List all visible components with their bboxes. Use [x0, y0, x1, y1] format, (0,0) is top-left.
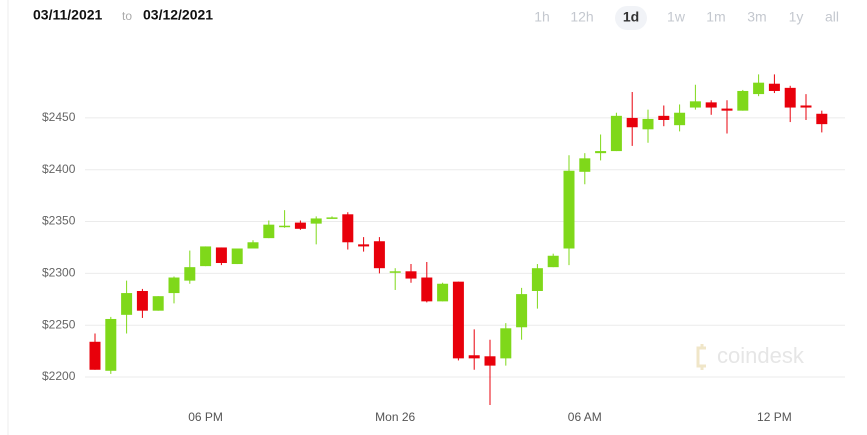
candle-body: [200, 246, 212, 267]
watermark: coindesk: [696, 343, 805, 370]
x-tick-label: 12 PM: [757, 410, 792, 424]
range-button[interactable]: 3m: [747, 9, 766, 25]
range-button[interactable]: 1h: [534, 9, 550, 25]
candle-body: [626, 117, 638, 128]
candle-body: [705, 102, 717, 108]
range-button[interactable]: 1d: [623, 9, 639, 25]
candle-body: [247, 242, 259, 249]
y-tick-label: $2450: [42, 110, 76, 124]
candle-body: [563, 170, 575, 249]
candle-body: [642, 118, 654, 130]
candle-body: [753, 82, 765, 95]
y-tick-label: $2250: [42, 317, 76, 331]
candle-body: [373, 241, 385, 269]
candle-body: [152, 296, 164, 311]
candle-body: [658, 115, 670, 120]
candle-body: [136, 290, 148, 311]
date-from[interactable]: 03/11/2021: [33, 7, 103, 23]
candle-body: [689, 101, 701, 108]
candle-body: [816, 113, 828, 125]
watermark-icon: [696, 344, 706, 370]
y-tick-label: $2400: [42, 162, 76, 176]
candle-body: [531, 268, 543, 291]
candle-body: [184, 267, 196, 281]
candle-body: [595, 151, 607, 154]
candle-body: [421, 277, 433, 302]
range-button[interactable]: 1w: [667, 9, 686, 25]
candle-body: [405, 271, 417, 279]
candle-body: [452, 281, 464, 359]
candle-body: [389, 271, 401, 273]
candle-body: [105, 318, 117, 371]
candle-body: [768, 83, 780, 91]
candle-body: [279, 225, 291, 228]
candle-body: [484, 356, 496, 366]
candle-body: [310, 218, 322, 224]
candle-body: [168, 277, 180, 294]
x-tick-label: 06 AM: [568, 410, 602, 424]
y-tick-label: $2200: [42, 369, 76, 383]
candle-body: [358, 244, 370, 247]
candle-body: [800, 105, 812, 108]
candle-body: [342, 214, 354, 243]
y-tick-label: $2300: [42, 266, 76, 280]
y-tick-label: $2350: [42, 214, 76, 228]
date-separator: to: [122, 9, 132, 23]
candle-body: [89, 341, 101, 370]
date-to[interactable]: 03/12/2021: [143, 7, 213, 23]
candle-body: [547, 255, 559, 268]
candle-body: [326, 217, 338, 219]
x-tick-label: Mon 26: [375, 410, 415, 424]
candle-body: [121, 293, 133, 315]
candle-body: [737, 90, 749, 111]
x-tick-label: 06 PM: [188, 410, 223, 424]
candle-body: [215, 247, 227, 264]
range-selected-bg: [615, 6, 647, 30]
range-button[interactable]: 12h: [570, 9, 593, 25]
range-button[interactable]: all: [825, 9, 839, 25]
candle-body: [674, 112, 686, 126]
candle-body: [468, 355, 480, 359]
candle-body: [437, 283, 449, 302]
candle-body: [263, 224, 275, 239]
candle-body: [500, 328, 512, 359]
candle-body: [610, 115, 622, 152]
candle-body: [294, 222, 306, 229]
candle-body: [579, 158, 591, 172]
candle-body: [784, 87, 796, 108]
range-button[interactable]: 1m: [706, 9, 725, 25]
watermark-text: coindesk: [717, 343, 805, 368]
candle-body: [721, 108, 733, 111]
candle-body: [231, 248, 243, 265]
range-button[interactable]: 1y: [789, 9, 804, 25]
candle-body: [516, 294, 528, 328]
